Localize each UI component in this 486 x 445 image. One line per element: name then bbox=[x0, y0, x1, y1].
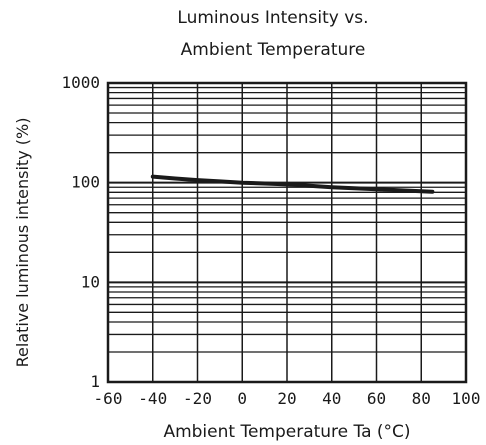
x-tick-label: -40 bbox=[138, 389, 167, 408]
plot-frame bbox=[106, 81, 468, 384]
y-tick-labels: 1 10 100 1000 bbox=[61, 73, 100, 391]
y-axis-label: Relative luminous intensity (%) bbox=[13, 118, 32, 368]
plot-border bbox=[106, 81, 468, 384]
x-tick-label: 40 bbox=[322, 389, 341, 408]
series-layer bbox=[150, 174, 435, 194]
y-tick-label: 10 bbox=[81, 272, 100, 291]
y-tick-label: 1 bbox=[90, 372, 100, 391]
x-tick-label: 0 bbox=[237, 389, 247, 408]
series-line-0 bbox=[150, 174, 435, 194]
x-tick-label: 80 bbox=[412, 389, 431, 408]
y-tick-label: 1000 bbox=[61, 73, 100, 92]
x-tick-label: -20 bbox=[183, 389, 212, 408]
x-tick-label: -60 bbox=[94, 389, 123, 408]
chart-title-line-1: Luminous Intensity vs. bbox=[177, 8, 369, 28]
x-tick-label: 60 bbox=[367, 389, 386, 408]
grid bbox=[107, 83, 467, 383]
x-axis-label: Ambient Temperature Ta (°C) bbox=[163, 422, 410, 442]
x-tick-label: 20 bbox=[277, 389, 296, 408]
x-tick-label: 100 bbox=[452, 389, 481, 408]
y-tick-label: 100 bbox=[71, 173, 100, 192]
x-tick-labels: -60 -40 -20 0 20 40 60 80 100 bbox=[94, 389, 481, 408]
chart-title-line-2: Ambient Temperature bbox=[180, 40, 366, 60]
